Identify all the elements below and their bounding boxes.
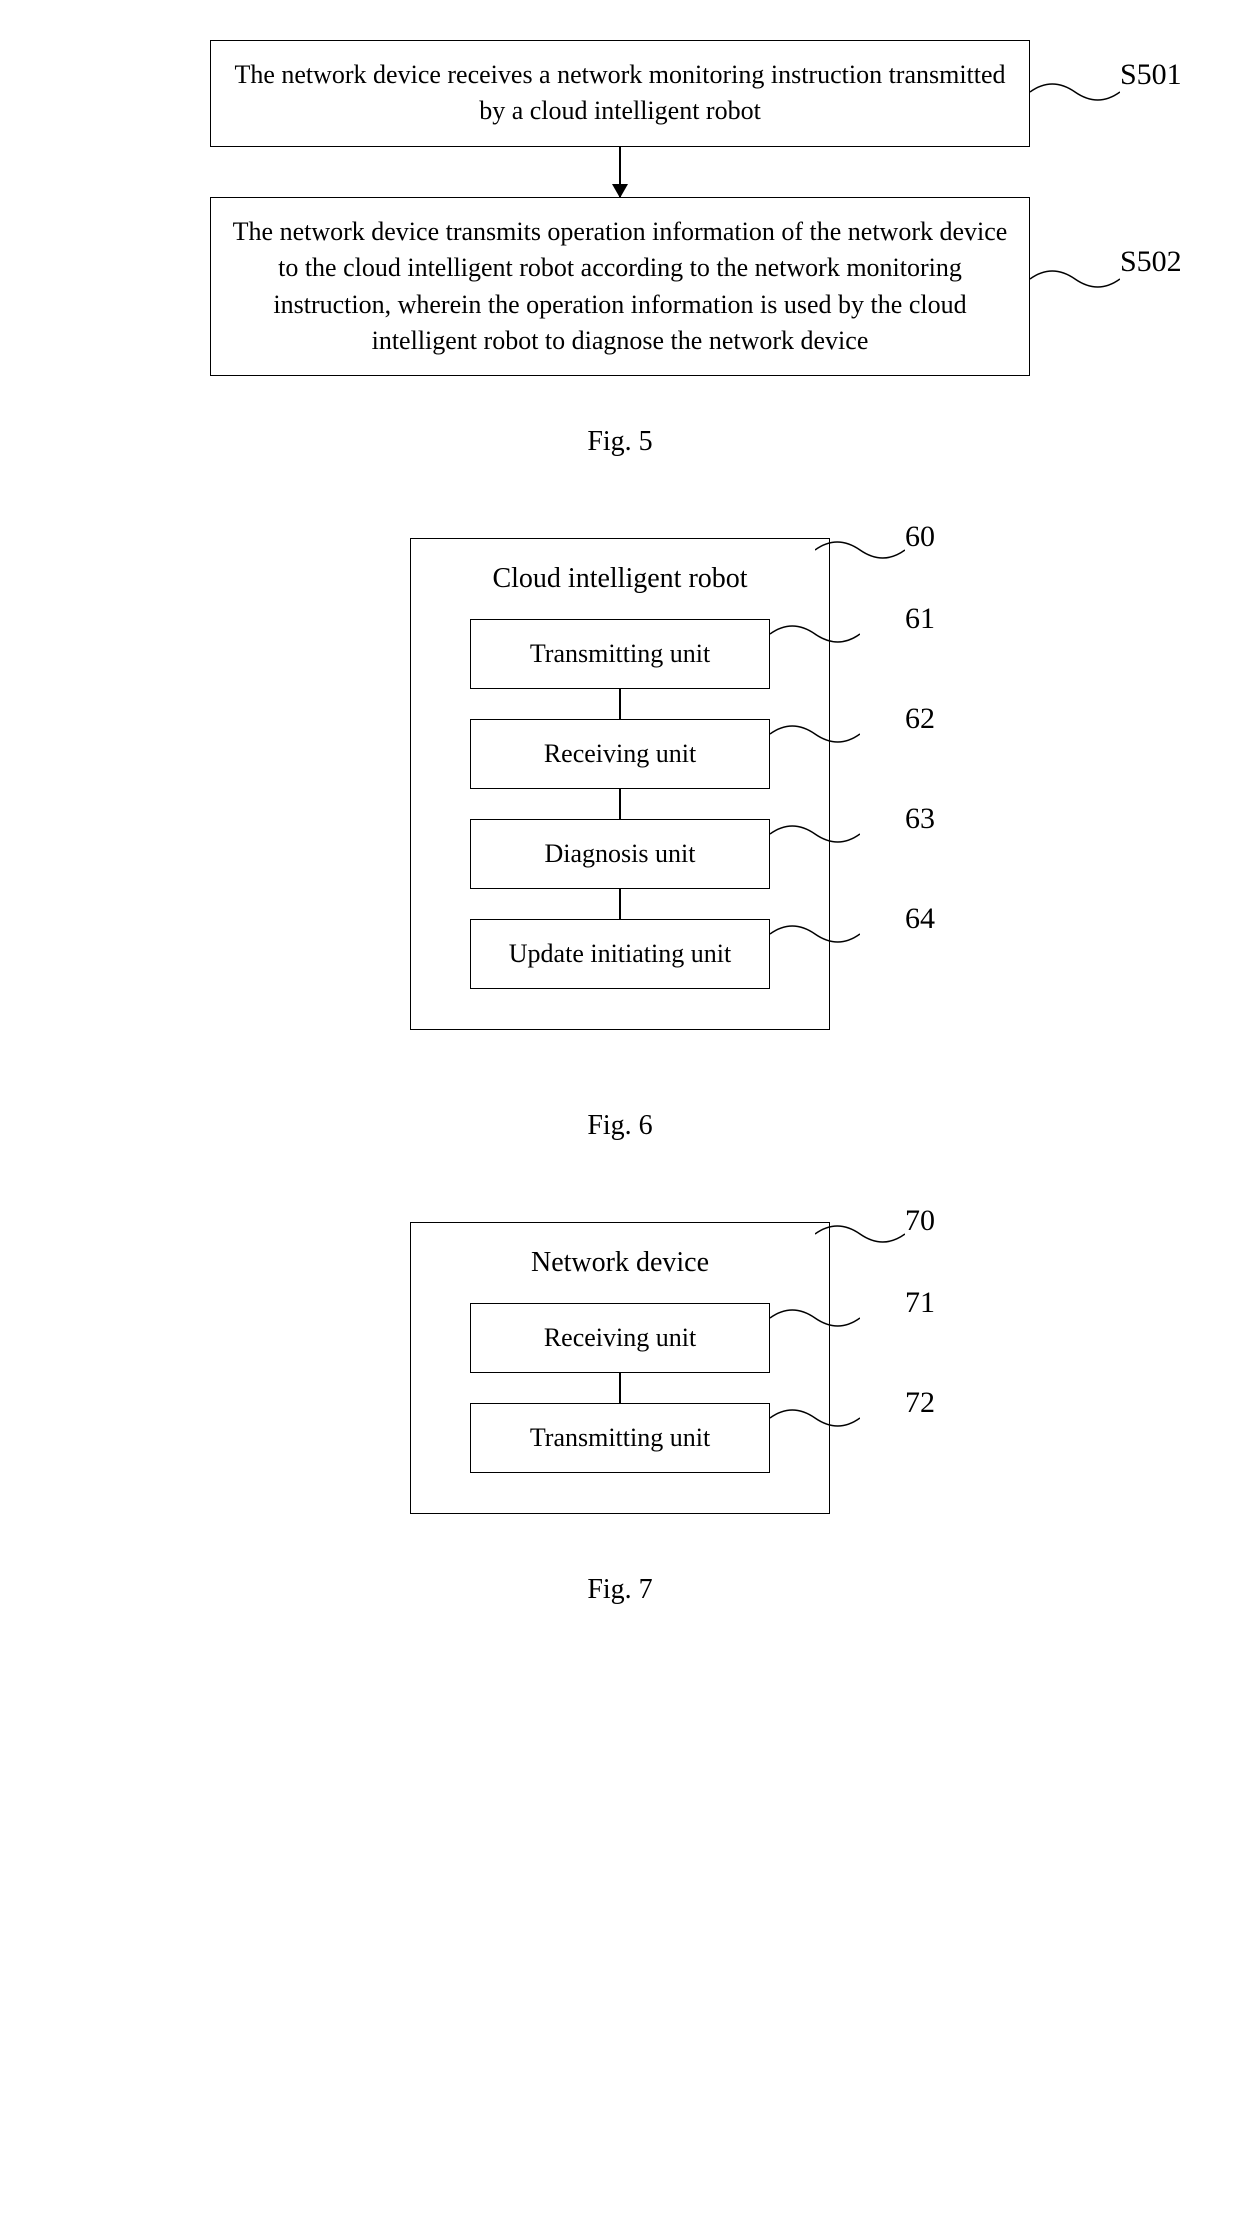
fig6-unit-1: Receiving unit (470, 719, 770, 789)
fig6-outer-title: Cloud intelligent robot (492, 563, 747, 595)
fig7-diagram: Network device Receiving unit Transmitti… (410, 1222, 830, 1514)
wavy-connector-icon (1030, 70, 1120, 110)
arrow-down-icon (619, 147, 621, 197)
connector-line-icon (619, 1373, 621, 1403)
fig5-step1-box: The network device receives a network mo… (210, 40, 1030, 147)
fig5-step2-row: The network device transmits operation i… (210, 197, 1030, 377)
fig7-unit-1-label: 72 (905, 1386, 935, 1420)
wavy-connector-icon (770, 1396, 860, 1436)
fig7-unit-1: Transmitting unit (470, 1403, 770, 1473)
fig7-outer-label: 70 (905, 1204, 935, 1238)
fig5-step2-box: The network device transmits operation i… (210, 197, 1030, 377)
fig6-unit-1-label: 62 (905, 702, 935, 736)
fig6-unit-2-name: Diagnosis unit (545, 837, 696, 871)
fig6-caption: Fig. 6 (587, 1110, 652, 1142)
fig5-step1-text: The network device receives a network mo… (234, 60, 1005, 125)
fig7-outer: Network device Receiving unit Transmitti… (410, 1222, 830, 1514)
wavy-connector-icon (815, 1212, 905, 1252)
connector-line-icon (619, 789, 621, 819)
figure-7: Network device Receiving unit Transmitti… (60, 1222, 1180, 1606)
fig6-unit-2-label: 63 (905, 802, 935, 836)
fig6-unit-0-label: 61 (905, 602, 935, 636)
fig7-unit-0-name: Receiving unit (544, 1321, 696, 1355)
fig5-flowchart: The network device receives a network mo… (210, 40, 1030, 376)
fig6-unit-2: Diagnosis unit (470, 819, 770, 889)
wavy-connector-icon (770, 612, 860, 652)
fig6-unit-3-name: Update initiating unit (509, 937, 731, 971)
wavy-connector-icon (1030, 257, 1120, 297)
wavy-connector-icon (770, 812, 860, 852)
fig7-unit-0: Receiving unit (470, 1303, 770, 1373)
connector-line-icon (619, 689, 621, 719)
fig6-unit-0: Transmitting unit (470, 619, 770, 689)
fig7-caption: Fig. 7 (587, 1574, 652, 1606)
fig6-unit-1-name: Receiving unit (544, 737, 696, 771)
wavy-connector-icon (815, 528, 905, 568)
fig5-step2-label: S502 (1120, 245, 1182, 279)
fig5-caption: Fig. 5 (587, 426, 652, 458)
fig6-outer-label: 60 (905, 520, 935, 554)
fig5-diagram: The network device receives a network mo… (210, 40, 1030, 376)
fig5-step2-text: The network device transmits operation i… (233, 217, 1008, 355)
connector-line-icon (619, 889, 621, 919)
fig6-unit-3: Update initiating unit (470, 919, 770, 989)
wavy-connector-icon (770, 912, 860, 952)
fig5-step1-row: The network device receives a network mo… (210, 40, 1030, 147)
fig6-unit-3-label: 64 (905, 902, 935, 936)
figure-5: The network device receives a network mo… (60, 40, 1180, 458)
fig6-unit-0-name: Transmitting unit (530, 637, 710, 671)
wavy-connector-icon (770, 1296, 860, 1336)
fig6-diagram: Cloud intelligent robot Transmitting uni… (410, 538, 830, 1030)
fig7-unit-0-label: 71 (905, 1286, 935, 1320)
figure-6: Cloud intelligent robot Transmitting uni… (60, 538, 1180, 1142)
wavy-connector-icon (770, 712, 860, 752)
fig7-outer-title: Network device (531, 1247, 709, 1279)
fig6-outer: Cloud intelligent robot Transmitting uni… (410, 538, 830, 1030)
fig5-step1-label: S501 (1120, 58, 1182, 92)
fig7-unit-1-name: Transmitting unit (530, 1421, 710, 1455)
